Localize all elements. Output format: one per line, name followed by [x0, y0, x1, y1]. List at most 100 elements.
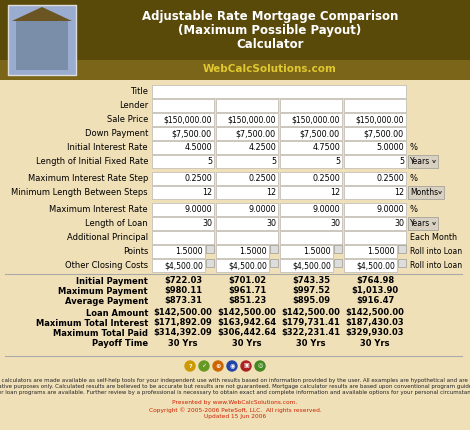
- Text: $142,500.00: $142,500.00: [154, 308, 212, 317]
- Bar: [280, 186, 342, 199]
- Text: Each Month: Each Month: [410, 233, 457, 242]
- Text: $980.11: $980.11: [164, 286, 202, 295]
- Bar: [216, 186, 278, 199]
- Circle shape: [227, 361, 237, 371]
- Text: 5: 5: [399, 157, 404, 166]
- Text: $916.47: $916.47: [356, 297, 394, 305]
- Bar: [280, 172, 342, 185]
- Text: v: v: [432, 159, 436, 164]
- Bar: [280, 155, 342, 168]
- Text: Length of Initial Fixed Rate: Length of Initial Fixed Rate: [36, 157, 148, 166]
- Text: Maximum Payment: Maximum Payment: [58, 286, 148, 295]
- Text: 30: 30: [202, 219, 212, 228]
- Text: 12: 12: [330, 188, 340, 197]
- Bar: [398, 259, 406, 267]
- Bar: [280, 99, 342, 112]
- Text: %: %: [410, 143, 418, 152]
- Text: $322,231.41: $322,231.41: [282, 329, 341, 338]
- Text: $961.71: $961.71: [228, 286, 266, 295]
- Bar: [334, 245, 342, 253]
- Text: $4,500.00: $4,500.00: [292, 261, 331, 270]
- Text: $142,500.00: $142,500.00: [282, 308, 340, 317]
- Text: Maximum Interest Rate Step: Maximum Interest Rate Step: [28, 174, 148, 183]
- Text: Maximum Interest Rate: Maximum Interest Rate: [49, 205, 148, 214]
- Bar: [270, 245, 278, 253]
- Text: $7,500.00: $7,500.00: [364, 129, 404, 138]
- Text: 9.0000: 9.0000: [376, 205, 404, 214]
- Text: $187,430.03: $187,430.03: [346, 319, 404, 328]
- Text: $4,500.00: $4,500.00: [164, 261, 203, 270]
- Text: 9.0000: 9.0000: [184, 205, 212, 214]
- Text: $150,000.00: $150,000.00: [291, 115, 340, 124]
- Bar: [152, 217, 214, 230]
- Text: 1.5000: 1.5000: [239, 247, 267, 256]
- Text: Roll into Loan: Roll into Loan: [410, 247, 462, 256]
- Bar: [344, 155, 406, 168]
- Bar: [152, 186, 214, 199]
- Text: Years: Years: [410, 219, 430, 228]
- Bar: [344, 259, 397, 272]
- Text: Initial Payment: Initial Payment: [76, 276, 148, 286]
- Text: 30 Yrs: 30 Yrs: [232, 338, 262, 347]
- Text: $329,930.03: $329,930.03: [346, 329, 404, 338]
- Bar: [344, 172, 406, 185]
- Text: 1.5000: 1.5000: [368, 247, 395, 256]
- Bar: [152, 113, 214, 126]
- Text: $722.03: $722.03: [164, 276, 202, 286]
- Text: ◉: ◉: [229, 363, 235, 369]
- Bar: [152, 259, 205, 272]
- Bar: [216, 231, 278, 244]
- Text: 5: 5: [271, 157, 276, 166]
- Bar: [344, 186, 406, 199]
- Text: Sale Price: Sale Price: [107, 115, 148, 124]
- Text: $997.52: $997.52: [292, 286, 330, 295]
- Bar: [280, 259, 333, 272]
- Text: (Maximum Possible Payout): (Maximum Possible Payout): [179, 24, 361, 37]
- Text: 12: 12: [202, 188, 212, 197]
- Text: Average Payment: Average Payment: [65, 297, 148, 305]
- Text: Loan Amount: Loan Amount: [86, 308, 148, 317]
- Bar: [216, 127, 278, 140]
- Bar: [280, 245, 333, 258]
- Text: $4,500.00: $4,500.00: [228, 261, 267, 270]
- Bar: [206, 259, 214, 267]
- Text: Other loan programs are available. Further review by a professional is necessary: Other loan programs are available. Furth…: [0, 390, 470, 395]
- Text: Length of Loan: Length of Loan: [86, 219, 148, 228]
- Text: $764.98: $764.98: [356, 276, 394, 286]
- Bar: [152, 99, 214, 112]
- Text: WebCalcSolutions.com: WebCalcSolutions.com: [203, 64, 337, 74]
- Text: $7,500.00: $7,500.00: [236, 129, 276, 138]
- Bar: [216, 141, 278, 154]
- Text: Down Payment: Down Payment: [85, 129, 148, 138]
- Bar: [280, 203, 342, 216]
- Bar: [152, 245, 205, 258]
- Bar: [152, 141, 214, 154]
- Text: Title: Title: [130, 87, 148, 96]
- Text: Lender: Lender: [119, 101, 148, 110]
- Text: Maximum Total Paid: Maximum Total Paid: [53, 329, 148, 338]
- Polygon shape: [12, 7, 72, 21]
- Bar: [344, 231, 406, 244]
- Bar: [344, 99, 406, 112]
- Text: Calculator: Calculator: [236, 38, 304, 51]
- Text: Other Closing Costs: Other Closing Costs: [65, 261, 148, 270]
- Bar: [280, 127, 342, 140]
- Text: 30 Yrs: 30 Yrs: [168, 338, 198, 347]
- Bar: [152, 127, 214, 140]
- Text: Adjustable Rate Mortgage Comparison: Adjustable Rate Mortgage Comparison: [142, 10, 398, 23]
- Text: Maximum Total Interest: Maximum Total Interest: [36, 319, 148, 328]
- Text: $895.09: $895.09: [292, 297, 330, 305]
- Text: 30 Yrs: 30 Yrs: [360, 338, 390, 347]
- Text: 0.2500: 0.2500: [312, 174, 340, 183]
- Bar: [216, 203, 278, 216]
- Bar: [206, 245, 214, 253]
- Text: $142,500.00: $142,500.00: [218, 308, 276, 317]
- Text: 9.0000: 9.0000: [248, 205, 276, 214]
- Text: $851.23: $851.23: [228, 297, 266, 305]
- Text: $179,731.41: $179,731.41: [282, 319, 340, 328]
- Circle shape: [241, 361, 251, 371]
- Bar: [398, 245, 406, 253]
- Text: Years: Years: [410, 157, 430, 166]
- Circle shape: [255, 361, 265, 371]
- Text: 1.5000: 1.5000: [303, 247, 331, 256]
